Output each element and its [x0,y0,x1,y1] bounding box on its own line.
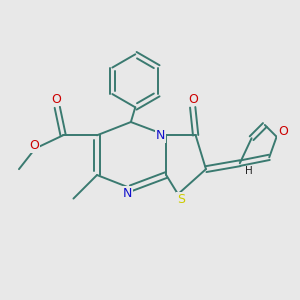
Text: S: S [177,193,185,206]
Text: H: H [245,167,253,176]
Text: O: O [51,93,61,106]
Text: N: N [156,129,166,142]
Text: N: N [123,187,133,200]
Text: O: O [188,93,198,106]
Text: O: O [278,125,288,138]
Text: O: O [29,139,39,152]
